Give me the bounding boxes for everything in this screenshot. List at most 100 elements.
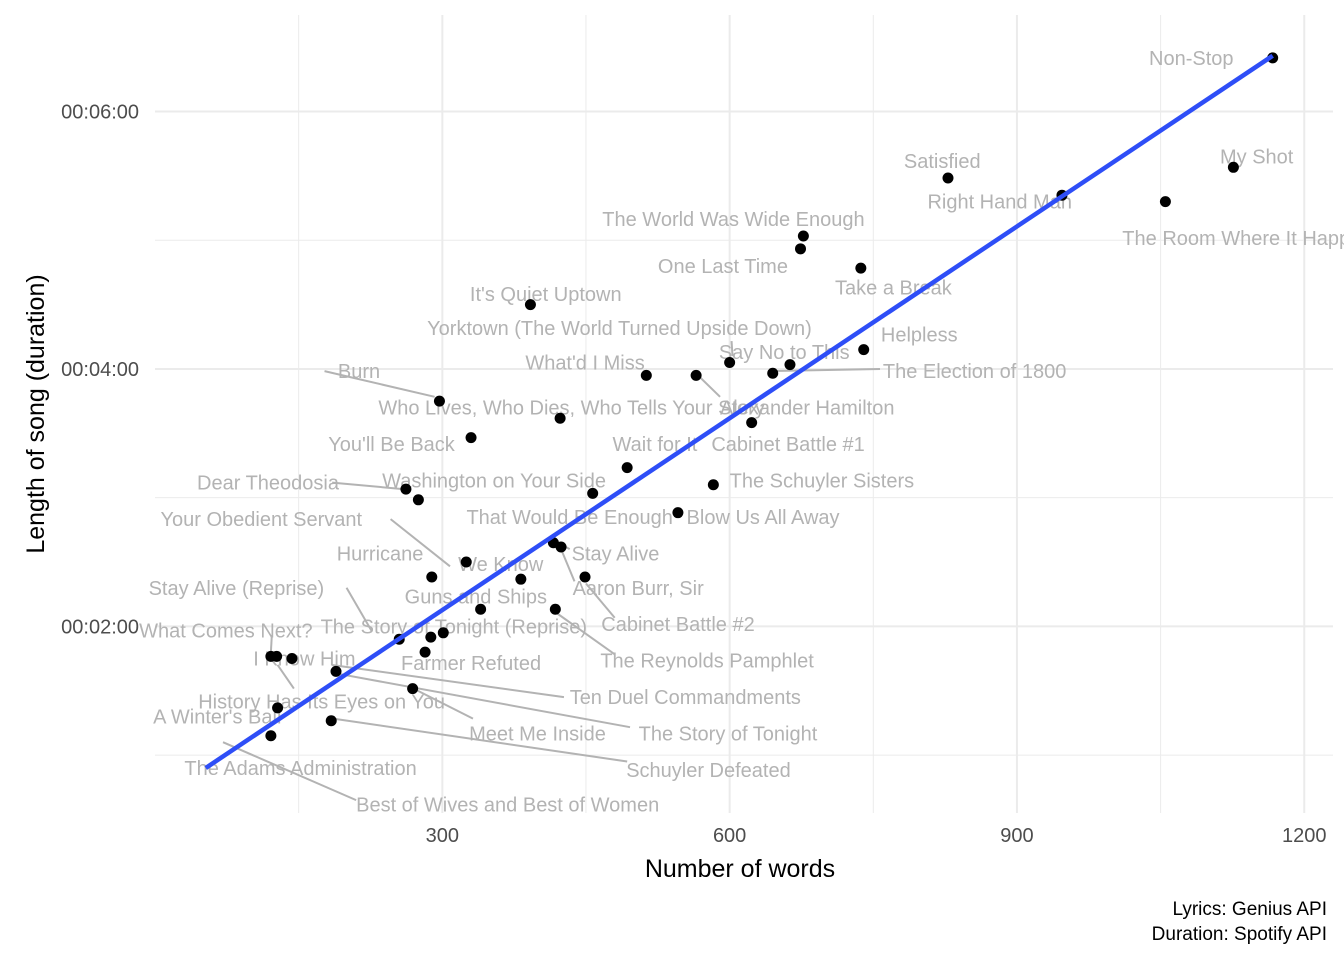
data-point — [1227, 161, 1239, 173]
song-label: Ten Duel Commandments — [570, 687, 801, 709]
label-leader-lines — [222, 341, 881, 802]
data-point — [858, 344, 870, 356]
leader-line — [730, 341, 734, 357]
data-point — [400, 483, 412, 495]
leader-line — [276, 664, 295, 690]
caption-line-1: Lyrics: Genius API — [1172, 899, 1327, 920]
song-label: The World Was Wide Enough — [602, 209, 864, 231]
y-axis-title: Length of song (duration) — [22, 274, 50, 553]
song-label: The Room Where It Happens — [1122, 228, 1344, 250]
y-tick-label: 00:06:00 — [61, 102, 139, 124]
data-point — [425, 631, 437, 643]
song-label: Hurricane — [337, 543, 424, 565]
song-label: The Reynolds Pamphlet — [600, 651, 814, 673]
song-label: What'd I Miss — [525, 353, 644, 375]
song-label: Washington on Your Side — [382, 471, 606, 493]
song-label: We Know — [458, 554, 544, 576]
data-point — [784, 359, 796, 371]
leader-line — [556, 612, 616, 656]
song-label: Guns and Ships — [405, 586, 547, 608]
trend-line — [204, 53, 1274, 770]
leader-line — [222, 741, 357, 802]
song-label: Helpless — [881, 325, 958, 347]
x-axis-title: Number of words — [645, 855, 835, 883]
song-label: Cabinet Battle #1 — [711, 434, 864, 456]
data-point — [437, 627, 449, 639]
song-label: The Election of 1800 — [883, 361, 1066, 383]
song-label: Yorktown (The World Turned Upside Down) — [427, 318, 812, 340]
x-tick-label: 600 — [713, 825, 746, 847]
x-tick-label: 900 — [1000, 825, 1033, 847]
song-label: Blow Us All Away — [687, 507, 840, 529]
leader-line — [389, 518, 451, 568]
y-axis-ticks: 00:02:00 00:04:00 00:06:00 — [61, 102, 139, 639]
caption-line-2: Duration: Spotify API — [1152, 924, 1327, 945]
song-label: What Comes Next? — [139, 621, 312, 643]
data-point — [460, 556, 472, 568]
y-tick-label: 00:02:00 — [61, 616, 139, 638]
song-label: It's Quiet Uptown — [470, 284, 622, 306]
song-label: Non-Stop — [1149, 48, 1234, 70]
leader-line — [332, 663, 565, 699]
x-tick-label: 1200 — [1282, 825, 1327, 847]
data-point — [554, 412, 566, 424]
data-point — [265, 730, 277, 742]
data-point — [690, 369, 702, 381]
song-label: The Story of Tonight (Reprise) — [321, 616, 587, 638]
leader-line — [336, 672, 631, 729]
data-point — [325, 715, 337, 727]
song-label: Dear Theodosia — [197, 473, 340, 495]
leader-line — [413, 687, 474, 720]
leader-line — [269, 634, 273, 653]
leader-line — [560, 548, 576, 582]
leader-line — [767, 367, 881, 373]
data-point — [797, 230, 809, 242]
song-label: Stay Alive — [572, 543, 660, 565]
data-point — [795, 243, 807, 255]
song-label: The Adams Administration — [184, 758, 416, 780]
data-point — [407, 683, 419, 695]
song-label: History Has Its Eyes on You — [198, 691, 445, 713]
song-label: A Winter's Ball — [153, 706, 281, 728]
song-label: That Would Be Enough — [466, 507, 672, 529]
leader-line — [697, 374, 721, 398]
data-point — [621, 462, 633, 474]
data-point — [672, 507, 684, 519]
song-label: Stay Alive (Reprise) — [149, 578, 325, 600]
data-point — [433, 395, 445, 407]
data-point — [942, 172, 954, 184]
data-point — [587, 487, 599, 499]
song-label: The Story of Tonight — [639, 724, 818, 746]
leader-line — [585, 582, 616, 619]
data-point — [330, 665, 342, 677]
data-point — [640, 369, 652, 381]
song-label: You'll Be Back — [328, 434, 455, 456]
song-label: Satisfied — [904, 151, 981, 173]
song-label: Cabinet Battle #2 — [601, 614, 754, 636]
data-point — [767, 367, 779, 379]
leader-line — [332, 717, 628, 763]
data-point — [286, 653, 298, 665]
song-label: Burn — [338, 361, 380, 383]
grid-lines — [155, 15, 1333, 813]
leader-line — [345, 587, 373, 632]
data-points — [265, 52, 1279, 742]
song-label: Meet Me Inside — [469, 724, 606, 746]
data-point — [855, 262, 867, 274]
data-point — [579, 571, 591, 583]
data-point — [426, 571, 438, 583]
song-label: The Schuyler Sisters — [730, 471, 915, 493]
x-axis-ticks: 300 600 900 1200 — [426, 825, 1327, 847]
data-point — [265, 650, 277, 662]
data-point — [724, 357, 736, 369]
regression-line — [204, 53, 1274, 770]
song-label: Best of Wives and Best of Women — [356, 794, 659, 816]
song-label: Farmer Refuted — [401, 653, 541, 675]
song-label: Aaron Burr, Sir — [573, 578, 705, 600]
data-point — [549, 603, 561, 615]
data-point — [419, 646, 431, 658]
song-label: Alexander Hamilton — [720, 398, 895, 420]
song-label: Wait for It — [613, 434, 698, 456]
song-label: Who Lives, Who Dies, Who Tells Your Stor… — [378, 398, 764, 420]
